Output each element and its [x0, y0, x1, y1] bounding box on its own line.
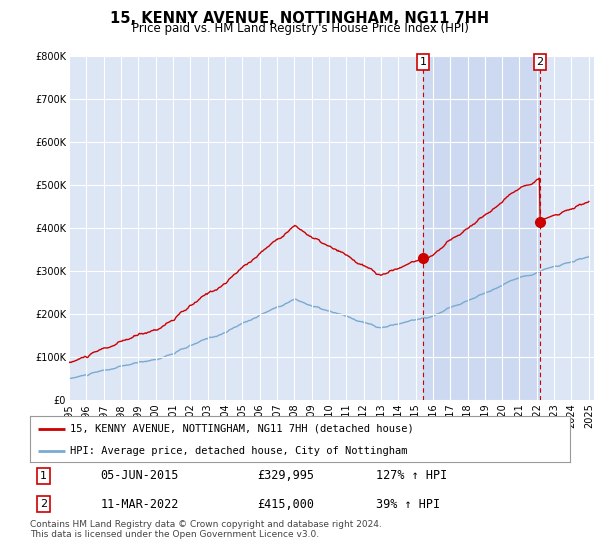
Text: 1: 1 — [40, 471, 47, 481]
Text: 2: 2 — [536, 57, 544, 67]
Text: £329,995: £329,995 — [257, 469, 314, 482]
Text: Price paid vs. HM Land Registry's House Price Index (HPI): Price paid vs. HM Land Registry's House … — [131, 22, 469, 35]
Text: 11-MAR-2022: 11-MAR-2022 — [100, 498, 179, 511]
Text: 15, KENNY AVENUE, NOTTINGHAM, NG11 7HH (detached house): 15, KENNY AVENUE, NOTTINGHAM, NG11 7HH (… — [71, 424, 414, 434]
Text: 127% ↑ HPI: 127% ↑ HPI — [376, 469, 447, 482]
Text: 2: 2 — [40, 499, 47, 509]
Text: 1: 1 — [419, 57, 427, 67]
Text: Contains HM Land Registry data © Crown copyright and database right 2024.
This d: Contains HM Land Registry data © Crown c… — [30, 520, 382, 539]
Text: 05-JUN-2015: 05-JUN-2015 — [100, 469, 179, 482]
Text: £415,000: £415,000 — [257, 498, 314, 511]
Bar — [423, 56, 540, 400]
Text: 15, KENNY AVENUE, NOTTINGHAM, NG11 7HH: 15, KENNY AVENUE, NOTTINGHAM, NG11 7HH — [110, 11, 490, 26]
Text: HPI: Average price, detached house, City of Nottingham: HPI: Average price, detached house, City… — [71, 446, 408, 455]
Text: 39% ↑ HPI: 39% ↑ HPI — [376, 498, 440, 511]
